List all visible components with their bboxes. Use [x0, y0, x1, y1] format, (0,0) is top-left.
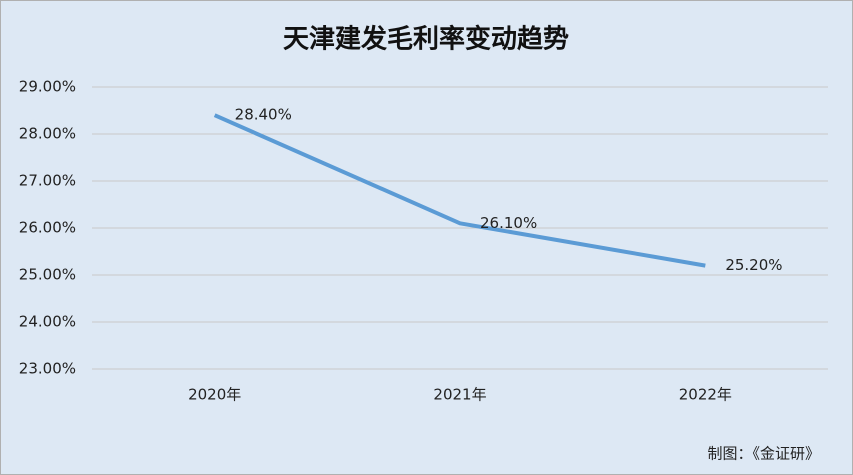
y-tick-label: 23.00% [19, 360, 76, 378]
y-tick-label: 29.00% [19, 78, 76, 96]
y-tick-label: 27.00% [19, 172, 76, 190]
line [213, 113, 706, 268]
data-label: 25.20% [725, 256, 782, 274]
y-tick-label: 25.00% [19, 266, 76, 284]
chart-title: 天津建发毛利率变动趋势 [283, 24, 569, 55]
x-tick-label: 2021年 [433, 386, 486, 404]
y-tick-label: 28.00% [19, 125, 76, 143]
y-tick-label: 24.00% [19, 313, 76, 331]
x-tick-label: 2020年 [188, 386, 241, 404]
y-tick-label: 26.00% [19, 219, 76, 237]
data-label: 26.10% [480, 214, 537, 232]
x-tick-label: 2022年 [679, 386, 732, 404]
source-note: 制图：《金证研》 [707, 445, 820, 463]
data-label: 28.40% [235, 106, 292, 124]
